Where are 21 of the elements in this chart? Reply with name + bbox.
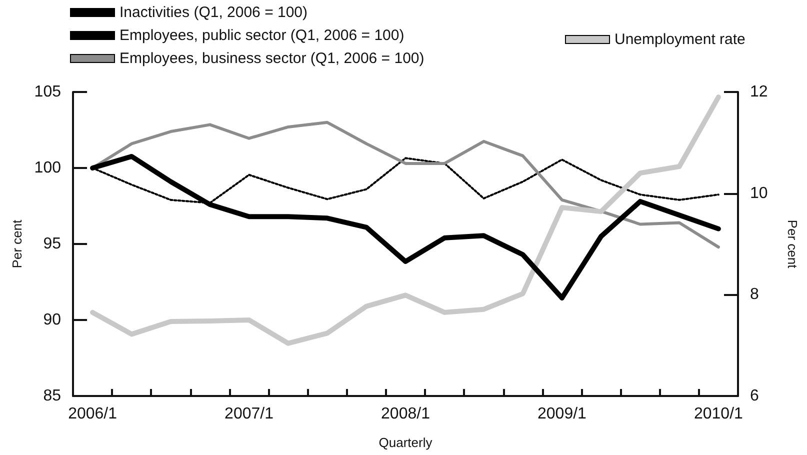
- x-axis-title: Quarterly: [378, 435, 433, 450]
- legend-label: Unemployment rate: [614, 31, 746, 48]
- y2-tick-label: 8: [750, 286, 759, 304]
- x-tick-label: 2010/1: [694, 406, 744, 422]
- legend-label: Inactivities (Q1, 2006 = 100): [120, 4, 308, 21]
- y-tick-label: 105: [34, 84, 62, 100]
- x-tick-label: 2006/1: [68, 406, 118, 422]
- x-tick-label: 2009/1: [538, 406, 587, 422]
- y-tick-label: 100: [34, 160, 62, 176]
- y2-tick-label: 12: [750, 84, 768, 100]
- x-tick-label: 2008/1: [381, 406, 430, 422]
- y-tick-label: 95: [43, 236, 62, 252]
- y-tick-label: 85: [43, 388, 62, 404]
- y-tick-label: 90: [43, 312, 62, 328]
- y-axis-title: Per cent: [9, 219, 24, 268]
- y2-tick-label: 10: [750, 184, 768, 202]
- x-tick-label: 2007/1: [224, 406, 274, 422]
- legend-label: Employees, public sector (Q1, 2006 = 100): [120, 27, 404, 44]
- y2-tick-label: 6: [750, 388, 759, 404]
- legend-label: Employees, business sector (Q1, 2006 = 100): [120, 50, 424, 67]
- y2-axis-title: Per cent: [785, 220, 800, 269]
